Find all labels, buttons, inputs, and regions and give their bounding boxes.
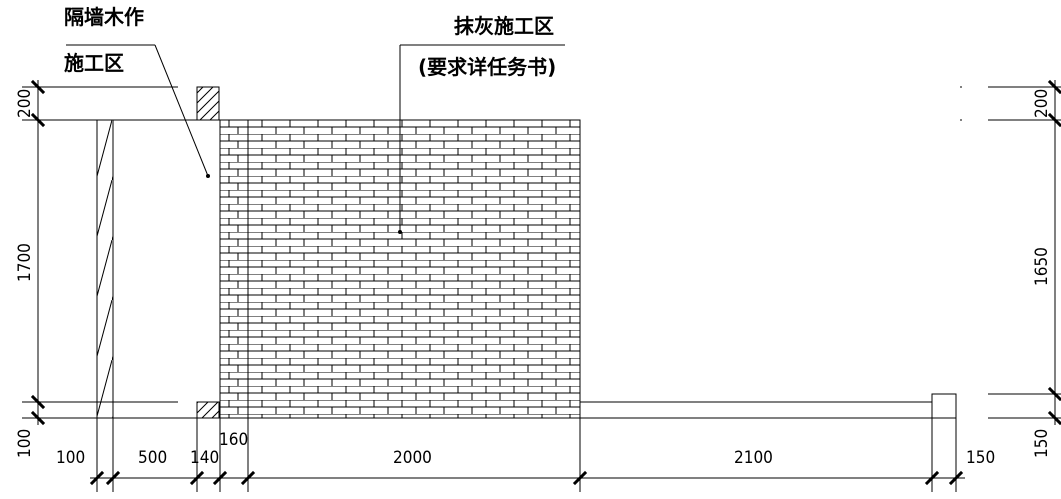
dim-bottom-500: 500 <box>138 448 167 468</box>
left-dimension-line <box>30 79 46 426</box>
plaster-label-line2: (要求详任务书) <box>418 55 556 79</box>
dim-right-200: 200 <box>1032 89 1052 118</box>
dim-left-100: 100 <box>15 429 35 458</box>
dim-bottom-150: 150 <box>966 448 995 468</box>
top-hatched-block <box>196 86 220 121</box>
dim-bottom-2100: 2100 <box>734 448 773 468</box>
reference-lines <box>22 86 1061 419</box>
dim-bottom-160: 160 <box>219 430 248 450</box>
bottom-hatched-block <box>196 401 220 419</box>
dim-right-1650: 1650 <box>1032 247 1052 286</box>
dim-bottom-140: 140 <box>190 448 219 468</box>
dim-bottom-2000: 2000 <box>393 448 432 468</box>
partition-leader <box>66 44 210 178</box>
plaster-label-line1: 抹灰施工区 <box>454 14 554 38</box>
dim-left-1700: 1700 <box>15 243 35 282</box>
plaster-brick-wall <box>247 119 581 419</box>
partition-label-line1: 隔墙木作 <box>64 5 144 29</box>
partition-label-line2: 施工区 <box>64 51 124 75</box>
partition-post <box>96 119 114 419</box>
narrow-brick-column <box>219 119 249 419</box>
plaster-leader <box>398 44 565 234</box>
dim-left-200: 200 <box>15 89 35 118</box>
dim-bottom-100: 100 <box>56 448 85 468</box>
bottom-dimension-line <box>89 418 965 492</box>
right-dimension-line <box>1047 79 1061 426</box>
dim-right-150: 150 <box>1032 429 1052 458</box>
floor-line <box>580 393 957 419</box>
